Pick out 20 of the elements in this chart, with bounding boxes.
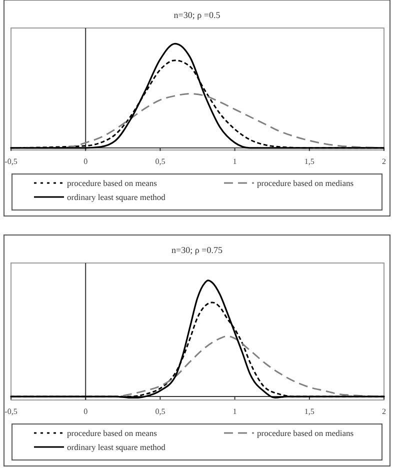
legend-label: procedure based on means <box>67 178 157 188</box>
x-tick-label: 0 <box>84 157 88 166</box>
legend-label: ordinary least square method <box>67 192 166 202</box>
legend-label: procedure based on medians <box>257 178 354 188</box>
x-tick-label: 0 <box>84 407 88 416</box>
x-tick-label: 2 <box>382 157 386 166</box>
chart-title: n=30; ρ =0.75 <box>172 245 223 255</box>
x-tick-label: 0,5 <box>155 407 166 416</box>
x-tick-label: 1 <box>232 407 237 416</box>
legend-label: procedure based on means <box>67 428 157 438</box>
x-tick-label: 0,5 <box>155 157 166 166</box>
x-tick-label: -0,5 <box>4 157 18 166</box>
legend-label: ordinary least square method <box>67 442 166 452</box>
legend-label: procedure based on medians <box>257 428 354 438</box>
x-tick-label: -0,5 <box>4 407 18 416</box>
x-tick-label: 2 <box>382 407 386 416</box>
x-tick-label: 1,5 <box>304 407 314 416</box>
x-tick-label: 1 <box>232 157 237 166</box>
chart-title: n=30; ρ =0.5 <box>174 10 221 20</box>
x-tick-label: 1,5 <box>304 157 314 166</box>
